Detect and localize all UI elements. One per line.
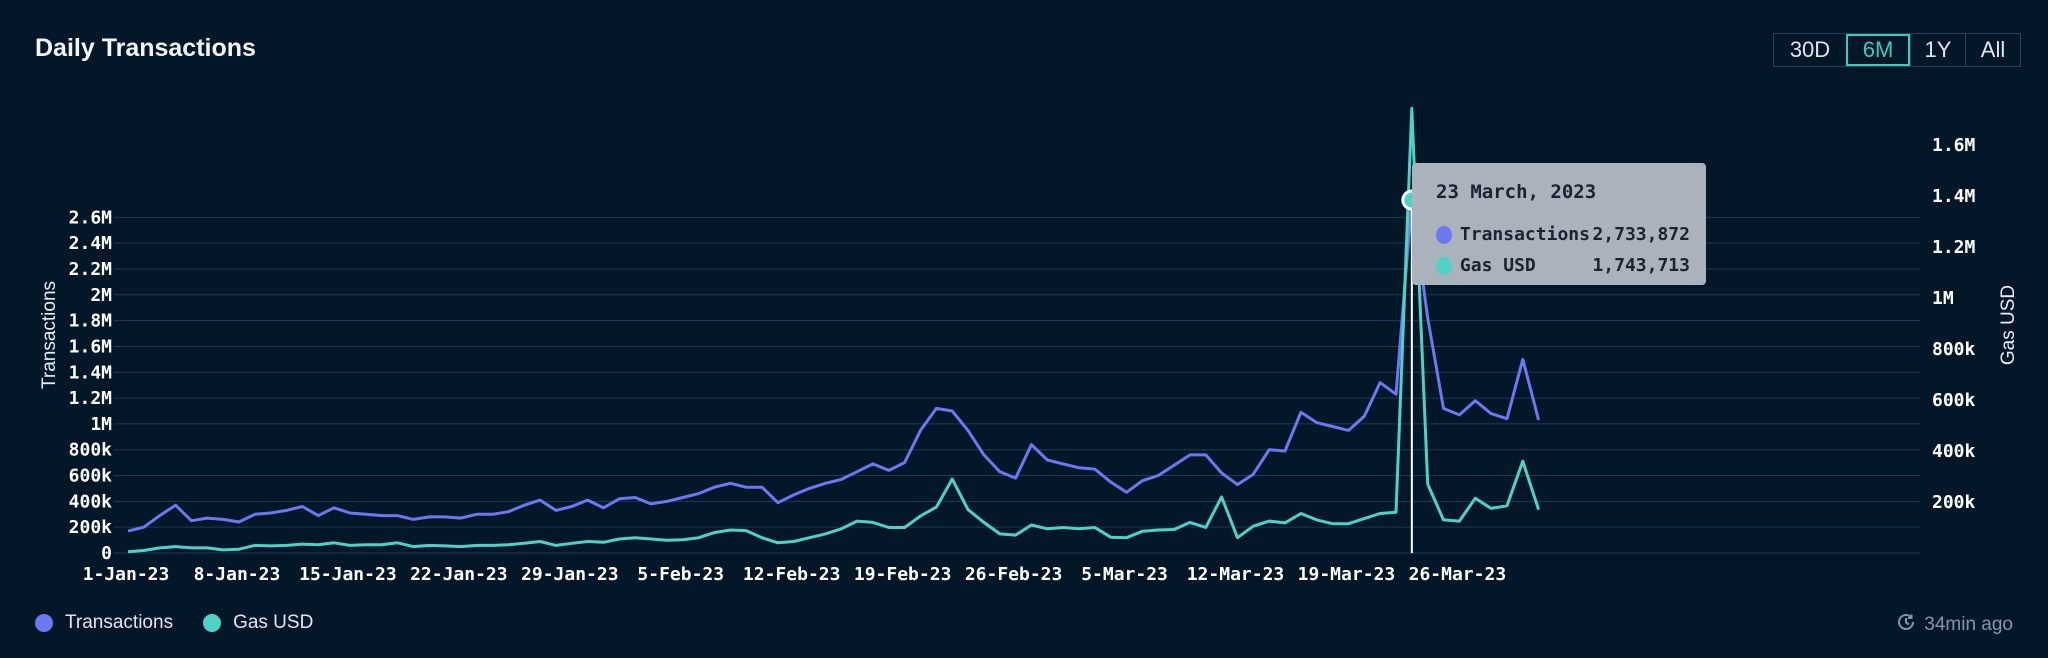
last-updated: 34min ago xyxy=(1896,612,2013,638)
left-y-tick-label: 1.4M xyxy=(69,362,113,383)
range-6m-button[interactable]: 6M xyxy=(1846,34,1910,66)
chart-title: Daily Transactions xyxy=(35,34,256,62)
x-tick-label: 29-Jan-23 xyxy=(521,564,619,585)
legend-label: Transactions xyxy=(65,612,174,633)
range-1y-button[interactable]: 1Y xyxy=(1910,34,1965,66)
time-range-selector: 30D 6M 1Y All xyxy=(1773,33,2021,67)
hover-tooltip: 23 March, 2023 Transactions 2,733,872 Ga… xyxy=(1412,163,1706,285)
right-y-axis-ticks: 200k 400k 600k 800k 1M 1.2M 1.4M 1.6M xyxy=(1932,135,1976,513)
tooltip-label: Gas USD xyxy=(1459,255,1536,276)
transactions-line xyxy=(127,198,1541,533)
left-y-axis-ticks: 0 200k 400k 600k 800k 1M 1.2M 1.4M 1.6M 1.8M 2M 2.2… xyxy=(69,207,113,564)
x-tick-label: 12-Mar-23 xyxy=(1187,564,1285,585)
series-lines xyxy=(127,106,1541,554)
tooltip-date: 23 March, 2023 xyxy=(1436,181,1597,203)
left-y-tick-label: 2.4M xyxy=(69,233,113,254)
left-y-tick-label: 1.8M xyxy=(69,311,113,332)
left-y-tick-label: 200k xyxy=(69,517,113,538)
left-y-tick-label: 1.6M xyxy=(69,336,113,357)
left-y-tick-label: 800k xyxy=(69,440,113,461)
x-tick-label: 22-Jan-23 xyxy=(410,564,508,585)
right-y-tick-label: 200k xyxy=(1932,492,1976,513)
right-y-axis-title: Gas USD xyxy=(1998,285,2019,365)
x-tick-label: 8-Jan-23 xyxy=(194,564,281,585)
x-tick-label: 19-Mar-23 xyxy=(1298,564,1396,585)
right-y-tick-label: 600k xyxy=(1932,390,1976,411)
x-tick-label: 12-Feb-23 xyxy=(743,564,841,585)
x-tick-label: 19-Feb-23 xyxy=(854,564,952,585)
transactions-chart[interactable]: 0 200k 400k 600k 800k 1M 1.2M 1.4M 1.6M 1.8M 2M 2.2… xyxy=(0,0,2048,600)
x-axis-ticks: 1-Jan-23 8-Jan-23 15-Jan-23 22-Jan-23 29-Jan… xyxy=(83,564,1507,585)
transactions-legend-dot xyxy=(35,614,53,632)
x-tick-label: 15-Jan-23 xyxy=(299,564,397,585)
legend-item-transactions[interactable]: Transactions xyxy=(35,612,173,634)
left-y-axis-title: Transactions xyxy=(39,281,60,389)
legend-item-gas[interactable]: Gas USD xyxy=(203,612,313,634)
chart-legend: Transactions Gas USD xyxy=(35,612,343,634)
right-y-tick-label: 400k xyxy=(1932,441,1976,462)
gas-swatch xyxy=(1436,256,1452,275)
left-y-tick-label: 400k xyxy=(69,491,113,512)
left-y-tick-label: 600k xyxy=(69,466,113,487)
refresh-clock-icon xyxy=(1896,612,1916,638)
gas-legend-dot xyxy=(203,614,222,632)
left-y-tick-label: 2.6M xyxy=(69,207,113,228)
x-tick-label: 1-Jan-23 xyxy=(83,564,170,585)
gas-usd-line xyxy=(127,106,1541,554)
right-y-tick-label: 1.2M xyxy=(1932,237,1976,258)
last-updated-text: 34min ago xyxy=(1924,614,2013,635)
tooltip-value: 1,743,713 xyxy=(1592,255,1690,276)
left-y-tick-label: 1.2M xyxy=(69,388,113,409)
x-tick-label: 5-Mar-23 xyxy=(1081,564,1168,585)
left-y-tick-label: 1M xyxy=(90,414,112,435)
right-y-tick-label: 1.6M xyxy=(1932,135,1976,156)
transactions-swatch xyxy=(1436,225,1452,244)
x-tick-label: 5-Feb-23 xyxy=(637,564,724,585)
tooltip-row-gas: Gas USD 1,743,713 xyxy=(1436,255,1698,276)
range-all-button[interactable]: All xyxy=(1965,34,2020,66)
left-y-tick-label: 2M xyxy=(90,285,112,306)
x-tick-label: 26-Feb-23 xyxy=(965,564,1063,585)
x-tick-label: 26-Mar-23 xyxy=(1409,564,1507,585)
right-y-tick-label: 1M xyxy=(1932,288,1954,309)
tooltip-label: Transactions xyxy=(1459,224,1590,245)
right-y-tick-label: 1.4M xyxy=(1932,186,1976,207)
right-y-tick-label: 800k xyxy=(1932,339,1976,360)
legend-label: Gas USD xyxy=(233,612,314,633)
left-y-tick-label: 2.2M xyxy=(69,259,113,280)
tooltip-row-transactions: Transactions 2,733,872 xyxy=(1436,224,1698,245)
left-y-tick-label: 0 xyxy=(101,543,112,564)
range-30d-button[interactable]: 30D xyxy=(1789,37,1831,62)
tooltip-value: 2,733,872 xyxy=(1592,224,1690,245)
